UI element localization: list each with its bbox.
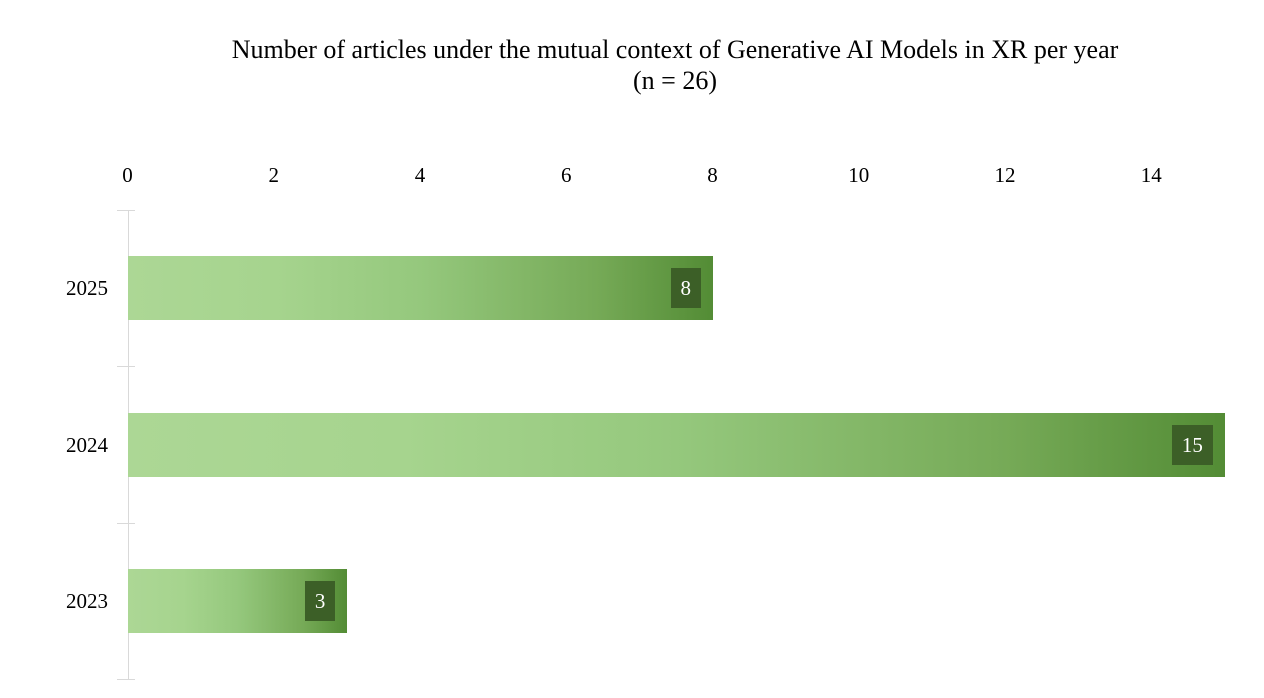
chart-title: Number of articles under the mutual cont…	[231, 35, 1119, 64]
category-axis-tick	[117, 679, 135, 680]
bar-2024: 15	[128, 412, 1225, 477]
x-axis-tick-label: 8	[707, 163, 718, 187]
x-axis-tick-label: 14	[1140, 163, 1162, 187]
category-label-2023: 2023	[66, 588, 108, 613]
category-axis-tick	[117, 210, 135, 211]
x-axis-tick-label: 2	[268, 163, 280, 187]
category-label-2025: 2025	[66, 276, 108, 301]
value-label-2025: 8	[670, 268, 701, 309]
category-axis-tick	[117, 522, 135, 524]
x-axis-tick-label: 0	[122, 163, 133, 187]
value-label-2024: 15	[1171, 424, 1213, 465]
x-axis-tick-label: 10	[848, 163, 870, 187]
x-axis-tick-label: 4	[414, 163, 426, 187]
x-axis-tick-label: 6	[561, 163, 572, 187]
bar-2025: 8	[128, 256, 713, 321]
bar-2023: 3	[128, 568, 348, 633]
x-axis-tick-label: 12	[994, 163, 1016, 187]
chart-subtitle: (n = 26)	[633, 66, 717, 95]
category-axis-tick	[117, 366, 135, 368]
category-label-2024: 2024	[66, 432, 108, 457]
value-label-2023: 3	[304, 580, 336, 621]
